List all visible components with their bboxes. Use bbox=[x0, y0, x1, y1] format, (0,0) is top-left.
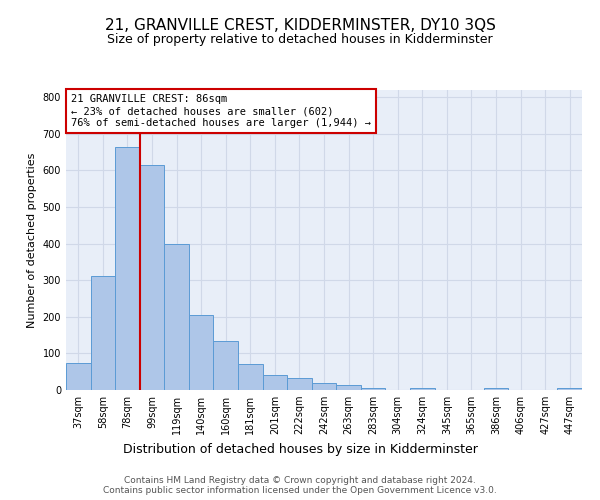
Bar bbox=[287, 378, 312, 390]
Bar bbox=[238, 364, 263, 390]
Bar bbox=[361, 388, 385, 390]
Text: Distribution of detached houses by size in Kidderminster: Distribution of detached houses by size … bbox=[122, 442, 478, 456]
Bar bbox=[214, 340, 238, 390]
Bar bbox=[115, 146, 140, 390]
Bar bbox=[484, 388, 508, 390]
Text: Size of property relative to detached houses in Kidderminster: Size of property relative to detached ho… bbox=[107, 32, 493, 46]
Bar bbox=[66, 362, 91, 390]
Bar bbox=[312, 384, 336, 390]
Y-axis label: Number of detached properties: Number of detached properties bbox=[27, 152, 37, 328]
Bar bbox=[164, 244, 189, 390]
Bar bbox=[263, 376, 287, 390]
Text: 21 GRANVILLE CREST: 86sqm
← 23% of detached houses are smaller (602)
76% of semi: 21 GRANVILLE CREST: 86sqm ← 23% of detac… bbox=[71, 94, 371, 128]
Bar bbox=[140, 165, 164, 390]
Bar bbox=[336, 385, 361, 390]
Text: 21, GRANVILLE CREST, KIDDERMINSTER, DY10 3QS: 21, GRANVILLE CREST, KIDDERMINSTER, DY10… bbox=[104, 18, 496, 32]
Text: Contains HM Land Registry data © Crown copyright and database right 2024.
Contai: Contains HM Land Registry data © Crown c… bbox=[103, 476, 497, 495]
Bar bbox=[410, 388, 434, 390]
Bar bbox=[189, 315, 214, 390]
Bar bbox=[557, 388, 582, 390]
Bar bbox=[91, 276, 115, 390]
